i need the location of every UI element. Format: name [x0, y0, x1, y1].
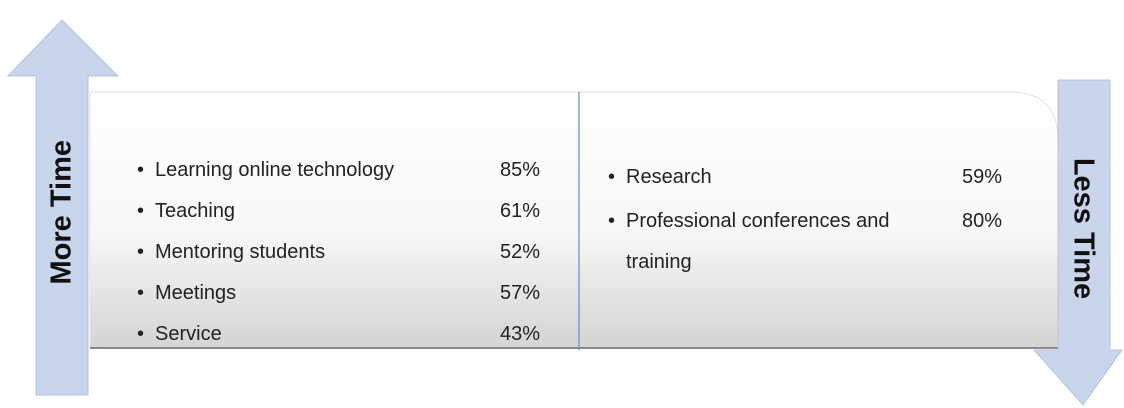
item-label: Teaching — [155, 200, 236, 222]
bullet: • — [137, 323, 145, 345]
item-value: 80% — [962, 210, 1003, 232]
bullet: • — [137, 200, 145, 222]
item-label: Service — [155, 323, 222, 345]
item-value: 43% — [500, 323, 541, 345]
item-label: Meetings — [155, 282, 237, 304]
bullet: • — [137, 282, 145, 304]
bullet: • — [608, 210, 616, 232]
less-time-label: Less Time — [1067, 157, 1100, 300]
item-value: 57% — [500, 282, 541, 304]
item-value: 52% — [500, 241, 541, 263]
item-label: Learning online technology — [155, 159, 395, 181]
bullet: • — [137, 159, 145, 181]
item-value: 59% — [962, 166, 1003, 188]
item-value: 85% — [500, 159, 541, 181]
more-time-label: More Time — [45, 139, 78, 285]
up-arrow — [6, 19, 120, 396]
bullet: • — [137, 241, 145, 263]
item-value: 61% — [500, 200, 541, 222]
bullet: • — [608, 166, 616, 188]
item-label: Research — [626, 166, 712, 188]
item-label: Mentoring students — [155, 241, 326, 263]
down-arrow — [1032, 79, 1123, 406]
item-label: Professional conferences and training — [626, 210, 890, 273]
